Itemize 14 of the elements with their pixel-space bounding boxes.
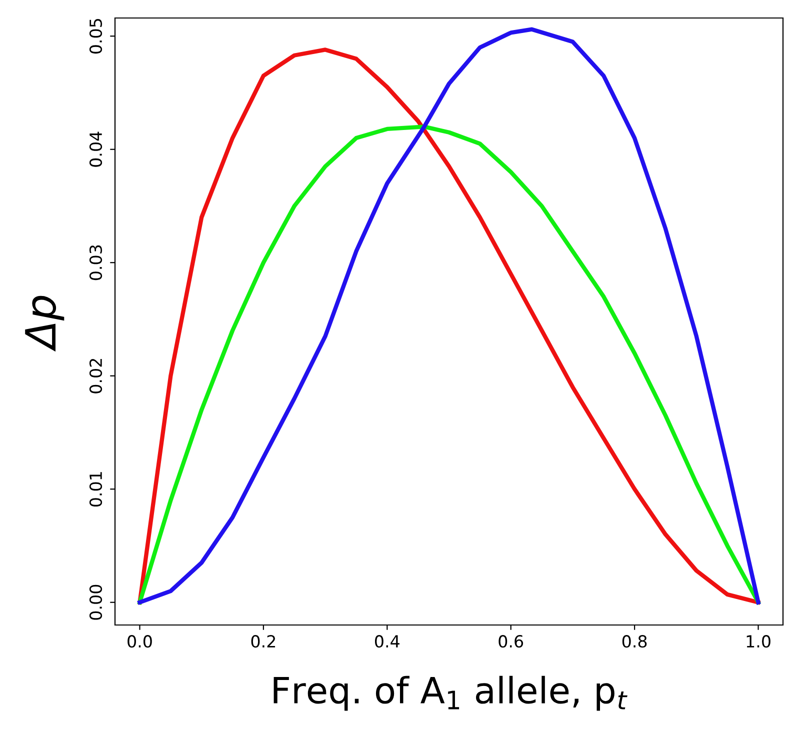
y-tick-label: 0.03 — [89, 245, 102, 280]
x-tick-label: 0.4 — [374, 635, 400, 648]
x-tick-label: 1.0 — [746, 635, 770, 648]
x-axis-title: Freq. of A$_{1}$ allele, p$_{t}$ — [274, 676, 628, 711]
x-tick-label: 0.2 — [251, 635, 276, 648]
y-tick-label: 0.01 — [89, 472, 102, 507]
x-tick-label: 0.8 — [622, 635, 647, 648]
y-tick-label: 0.05 — [89, 19, 102, 54]
x-tick-label: 0.0 — [128, 635, 152, 648]
y-axis-title: Δp — [25, 296, 64, 352]
y-tick-label: 0.04 — [89, 132, 102, 167]
y-tick-label: 0.00 — [89, 584, 102, 620]
y-tick-label: 0.02 — [89, 358, 102, 394]
x-tick-label: 0.6 — [498, 635, 524, 648]
